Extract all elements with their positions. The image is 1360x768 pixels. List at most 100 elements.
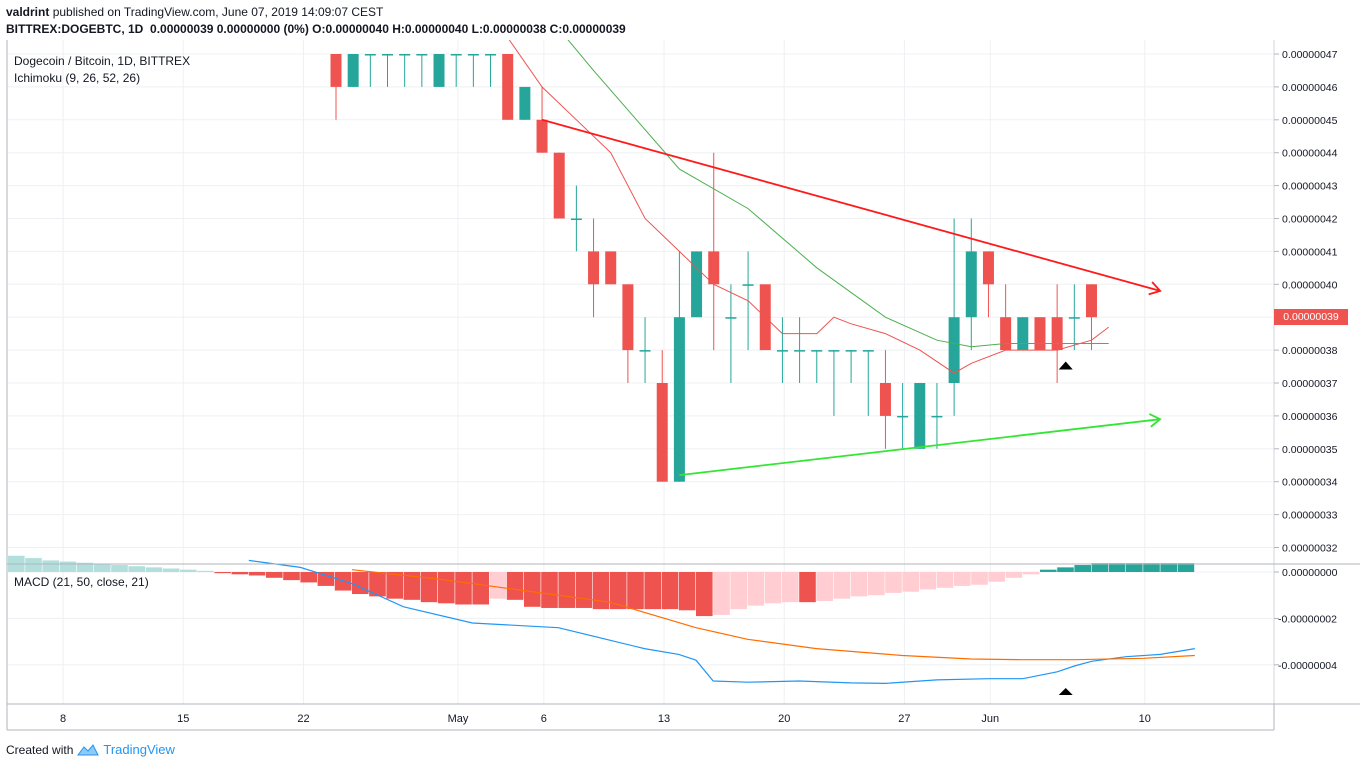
publish-header: valdrint published on TradingView.com, J…: [6, 5, 383, 19]
price-tick-label: 0.00000032: [1282, 543, 1338, 555]
price-tick-label: 0.00000035: [1282, 444, 1338, 456]
macd-histogram-bar: [782, 572, 799, 603]
candle-body: [948, 317, 960, 383]
macd-histogram-bar: [816, 572, 833, 601]
macd-histogram-bar: [799, 572, 816, 603]
candle-body: [1017, 317, 1029, 351]
candle-body: [639, 350, 651, 352]
candle: [519, 86, 531, 120]
macd-histogram-bar: [954, 572, 971, 586]
candle: [794, 317, 806, 383]
candle-body: [965, 251, 977, 318]
candle-body: [467, 54, 479, 56]
candle-body: [485, 54, 497, 56]
macd-histogram-bar: [730, 572, 747, 610]
resistance-trendline: [541, 118, 1161, 292]
candle: [965, 218, 977, 351]
time-tick-label: 22: [297, 713, 309, 725]
candle-body: [811, 350, 823, 352]
macd-histogram-bar: [644, 572, 661, 610]
candle: [776, 317, 788, 383]
candle: [433, 54, 445, 87]
macd-histogram-bar: [1160, 563, 1177, 572]
tradingview-brand[interactable]: TradingView: [103, 742, 175, 757]
candle-body: [1068, 317, 1080, 319]
macd-histogram-bar: [971, 572, 988, 585]
pane-title: Dogecoin / Bitcoin, 1D, BITTREX: [14, 54, 191, 68]
macd-histogram-bar: [575, 572, 593, 608]
macd-marker-triangle: [1058, 688, 1073, 695]
candle: [931, 383, 943, 449]
candle: [1000, 284, 1012, 351]
macd-histogram-bar: [25, 558, 42, 572]
price-tick-label: 0.00000037: [1282, 378, 1338, 390]
candle: [879, 350, 891, 449]
macd-histogram-bar: [128, 566, 145, 572]
support-trendline: [679, 418, 1161, 477]
candle-body: [364, 54, 376, 56]
candle: [570, 185, 582, 252]
candle: [330, 54, 342, 120]
macd-tick-label: -0.00000002: [1278, 613, 1337, 625]
time-tick-label: 10: [1139, 713, 1151, 725]
price-tick-label: 0.00000034: [1282, 477, 1338, 489]
candle-body: [519, 86, 531, 120]
macd-histogram-bar: [1074, 565, 1091, 572]
macd-histogram-bar: [1091, 563, 1109, 572]
macd-histogram-bar: [868, 572, 885, 596]
macd-histogram-bar: [180, 569, 197, 572]
macd-histogram-bar: [317, 572, 335, 586]
macd-histogram-bar: [197, 570, 214, 572]
macd-histogram-bar: [76, 562, 94, 572]
macd-histogram-bar: [145, 567, 163, 572]
candle: [1051, 284, 1063, 383]
price-marker-triangle: [1058, 361, 1073, 370]
candle: [588, 218, 600, 318]
price-tick-label: 0.00000040: [1282, 279, 1338, 291]
candle: [1034, 317, 1046, 351]
footer: Created with TradingView: [6, 742, 175, 757]
macd-histogram-bar: [472, 572, 489, 605]
macd-histogram-bar: [850, 572, 868, 597]
macd-histogram: [8, 555, 1195, 617]
created-with-label: Created with: [6, 742, 74, 757]
macd-histogram-bar: [300, 572, 317, 583]
macd-histogram-bar: [403, 572, 421, 600]
candle: [467, 54, 479, 87]
candle: [553, 152, 565, 219]
macd-tick-label: 0.00000000: [1282, 567, 1338, 579]
price-chart[interactable]: 0.00000047 0.00000046 0.00000045 0.00000044…: [0, 40, 1360, 740]
candle: [502, 54, 514, 120]
candle-body: [1000, 317, 1012, 351]
price-tick-label: 0.00000042: [1282, 214, 1338, 226]
macd-histogram-bar: [764, 572, 782, 604]
macd-histogram-bar: [524, 572, 541, 607]
candle-body: [416, 54, 428, 56]
macd-histogram-bar: [1108, 563, 1126, 572]
macd-histogram-bar: [1022, 572, 1040, 575]
candle-body: [622, 284, 634, 351]
macd-histogram-bar: [214, 572, 231, 574]
candle: [416, 54, 428, 87]
candle-body: [708, 251, 720, 285]
candle-body: [450, 54, 462, 56]
price-tick-label: 0.00000043: [1282, 181, 1338, 193]
candle-body: [1051, 317, 1063, 351]
candle-body: [776, 350, 788, 352]
candle: [948, 218, 960, 416]
candle: [725, 284, 737, 383]
candle: [399, 54, 411, 87]
time-tick-label: 27: [898, 713, 910, 725]
macd-histogram-bar: [162, 568, 180, 572]
tenkan-line: [508, 40, 1110, 374]
candle-body: [433, 54, 445, 87]
price-axis-background: [1274, 40, 1360, 740]
candle-body: [656, 383, 668, 482]
author-name[interactable]: valdrint: [6, 5, 50, 19]
macd-histogram-bar: [1005, 572, 1023, 578]
candle: [485, 54, 497, 87]
macd-histogram-bar: [661, 572, 679, 610]
macd-histogram-bar: [248, 572, 266, 576]
candle: [897, 383, 909, 449]
candle: [691, 251, 703, 318]
